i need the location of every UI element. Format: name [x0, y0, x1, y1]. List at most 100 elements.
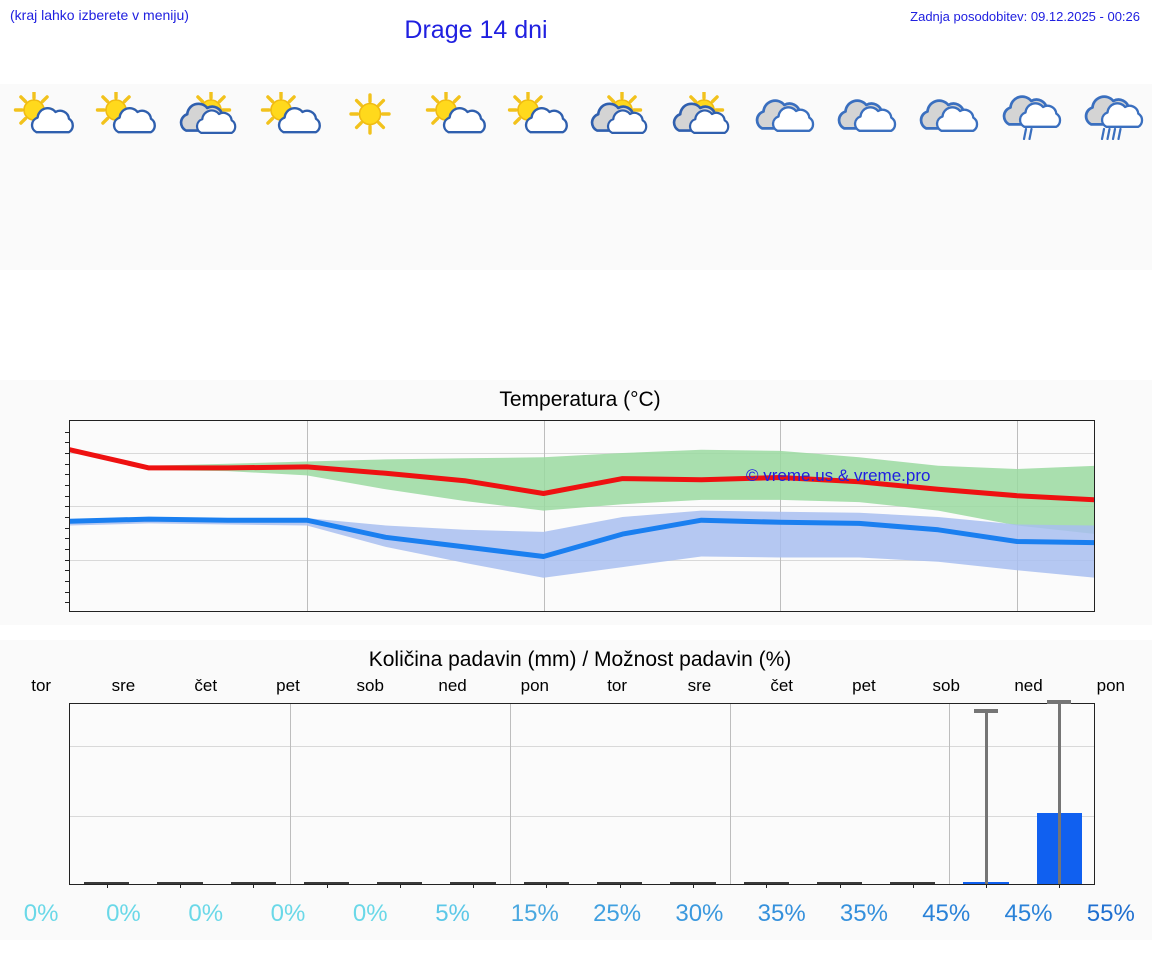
- overcast-icon: [831, 92, 897, 140]
- axis-tick: [65, 527, 70, 529]
- precipitation-bar: [157, 882, 203, 884]
- day-column[interactable]: [1070, 84, 1152, 270]
- axis-tick: [986, 884, 988, 888]
- gridline: [543, 421, 545, 611]
- day-column[interactable]: [823, 84, 905, 270]
- gridline: [70, 746, 1094, 747]
- day-column[interactable]: [741, 84, 823, 270]
- axis-tick: [839, 884, 841, 888]
- precipitation-chart-title: Količina padavin (mm) / Možnost padavin …: [368, 648, 792, 671]
- sun-clear-icon: [337, 92, 403, 140]
- precipitation-bar: [743, 882, 789, 884]
- precipitation-probability-labels: 0% 0% 0% 0% 0% 5% 15% 25% 30% 35% 35% 45% 45% 55%: [0, 900, 1152, 928]
- sun-small-cloud-icon: [8, 92, 74, 140]
- precipitation-probability-label: 55%: [1086, 900, 1135, 927]
- page-title: Drage 14 dni: [404, 16, 548, 44]
- day-column[interactable]: [0, 84, 82, 270]
- day-column[interactable]: [165, 84, 247, 270]
- axis-tick: [692, 884, 694, 888]
- precipitation-probability-label: 35%: [757, 900, 806, 927]
- day-column[interactable]: [494, 84, 576, 270]
- precipitation-day-label: ned: [438, 676, 467, 695]
- gridline: [70, 453, 1094, 454]
- day-column[interactable]: [411, 84, 493, 270]
- axis-tick: [65, 453, 70, 454]
- day-column[interactable]: [247, 84, 329, 270]
- precipitation-day-label: čet: [770, 676, 794, 695]
- day-column[interactable]: [576, 84, 658, 270]
- axis-tick: [65, 581, 70, 582]
- temperature-series-graphic: [70, 421, 1094, 611]
- sun-small-cloud-icon: [255, 92, 321, 140]
- precipitation-probability-label: 30%: [675, 900, 724, 927]
- precipitation-bar: [450, 882, 496, 884]
- temperature-plot-area: [65, 420, 1095, 612]
- sun-gray-cloud-icon: [173, 92, 239, 140]
- watermark: © vreme.us & vreme.pro: [746, 466, 931, 485]
- precipitation-day-label: pon: [1096, 676, 1125, 695]
- sun-small-cloud-icon: [420, 92, 486, 140]
- gridline: [70, 816, 1094, 817]
- axis-tick: [65, 549, 70, 550]
- axis-tick: [65, 538, 70, 540]
- last-updated-label: Zadnja posodobitev: 09.12.2025 - 00:26: [910, 9, 1140, 24]
- day-column[interactable]: [987, 84, 1069, 270]
- axis-tick: [766, 884, 768, 888]
- precipitation-bar: [377, 882, 423, 884]
- gridline: [509, 704, 511, 884]
- overcast-icon: [913, 92, 979, 140]
- gridline: [729, 704, 731, 884]
- location-menu-note[interactable]: (kraj lahko izberete v meniju): [10, 7, 189, 23]
- axis-tick: [65, 506, 70, 508]
- precipitation-error-cap: [974, 708, 999, 713]
- axis-tick: [65, 602, 70, 604]
- sun-gray-cloud-icon: [584, 92, 650, 140]
- precipitation-day-label: sob: [932, 676, 960, 695]
- precipitation-day-label: tor: [607, 676, 628, 695]
- precipitation-day-label: ned: [1014, 676, 1043, 695]
- precipitation-probability-label: 45%: [922, 900, 971, 927]
- axis-tick: [106, 884, 108, 888]
- day-column[interactable]: [82, 84, 164, 270]
- axis-tick: [179, 884, 181, 888]
- precipitation-probability-label: 35%: [839, 900, 888, 927]
- precipitation-plot-area: [69, 700, 1095, 888]
- gridline: [949, 704, 951, 884]
- precipitation-probability-label: 0%: [270, 900, 306, 927]
- precipitation-day-label: tor: [31, 676, 52, 695]
- precipitation-day-label: pet: [276, 676, 300, 695]
- precipitation-probability-label: 0%: [188, 900, 224, 927]
- axis-tick: [399, 884, 401, 888]
- precipitation-day-label: sre: [687, 676, 712, 695]
- precipitation-probability-label: 15%: [510, 900, 559, 927]
- day-column[interactable]: [658, 84, 740, 270]
- precipitation-probability-label: 45%: [1004, 900, 1053, 927]
- axis-tick: [65, 431, 70, 433]
- day-column[interactable]: [329, 84, 411, 270]
- axis-tick: [912, 884, 914, 888]
- temperature-chart-title: Temperatura (°C): [499, 388, 661, 411]
- axis-tick: [65, 517, 70, 518]
- precipitation-bar: [816, 882, 863, 884]
- precipitation-error-bar: [984, 712, 988, 884]
- gridline: [289, 704, 291, 884]
- precipitation-probability-label: 0%: [23, 900, 59, 927]
- axis-tick: [326, 884, 328, 888]
- precipitation-bar: [303, 882, 350, 884]
- axis-tick: [65, 495, 70, 497]
- precipitation-bar: [670, 882, 716, 884]
- sun-small-cloud-icon: [90, 92, 157, 140]
- precipitation-probability-label: 0%: [352, 900, 388, 927]
- overcast-icon: [749, 92, 815, 140]
- precipitation-error-bar: [1057, 702, 1061, 884]
- axis-tick: [65, 570, 70, 572]
- axis-tick: [619, 884, 621, 888]
- rain-light-icon: [996, 92, 1062, 140]
- axis-tick: [65, 474, 70, 476]
- precipitation-bar: [596, 882, 643, 884]
- day-column[interactable]: [905, 84, 987, 270]
- precipitation-day-labels: tor sre čet pet sob ned pon tor sre čet pet sob ned p…: [0, 676, 1152, 696]
- precipitation-probability-label: 25%: [593, 900, 642, 927]
- precipitation-bar: [523, 882, 569, 884]
